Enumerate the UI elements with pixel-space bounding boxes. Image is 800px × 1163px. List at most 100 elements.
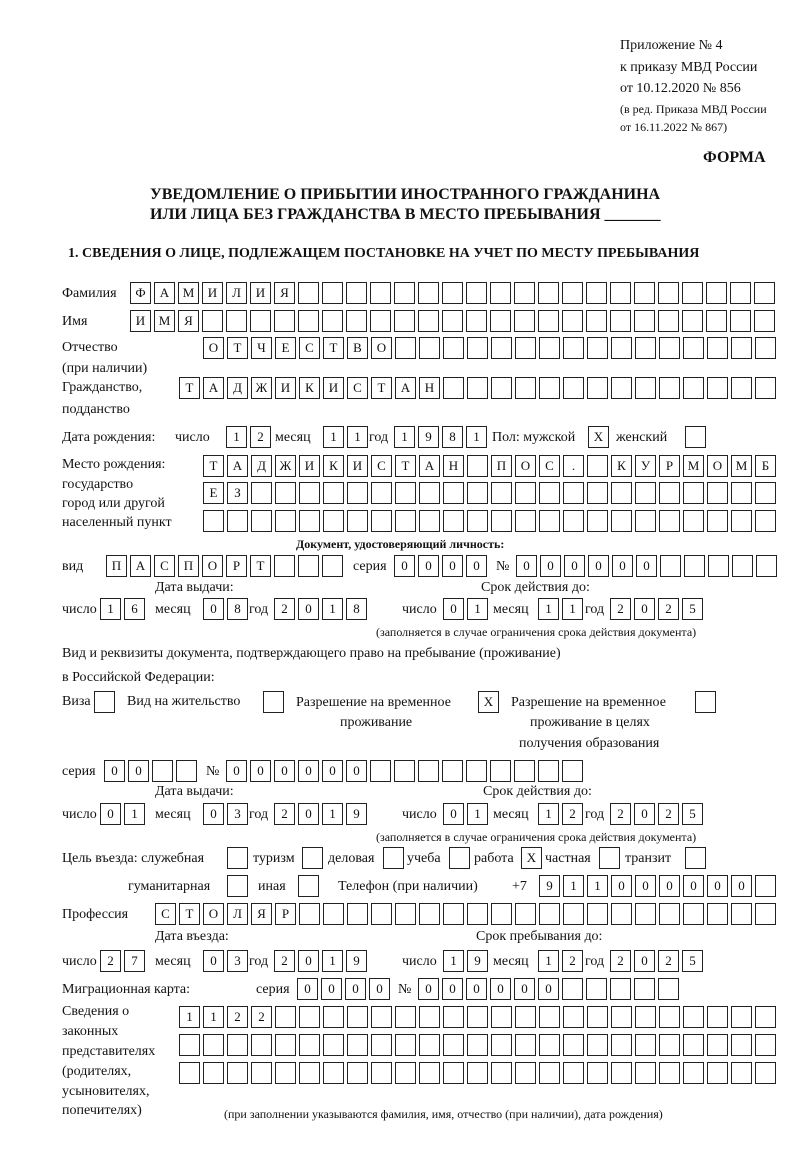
character-cell[interactable]	[539, 1006, 560, 1028]
character-cell[interactable]	[370, 310, 391, 332]
character-cell[interactable]	[419, 1062, 440, 1084]
character-cell[interactable]	[274, 555, 295, 577]
character-cell[interactable]	[515, 377, 536, 399]
character-cell[interactable]	[755, 1034, 776, 1056]
character-cell[interactable]	[274, 310, 295, 332]
character-cell[interactable]	[515, 1034, 536, 1056]
character-cell[interactable]: Ч	[251, 337, 272, 359]
character-cell[interactable]	[587, 337, 608, 359]
character-cell[interactable]: 0	[203, 803, 224, 825]
character-cell[interactable]: И	[250, 282, 271, 304]
character-cell[interactable]	[515, 1006, 536, 1028]
character-cell[interactable]	[683, 510, 704, 532]
character-cell[interactable]: 0	[636, 555, 657, 577]
character-cell[interactable]: К	[611, 455, 632, 477]
character-cell[interactable]	[443, 510, 464, 532]
character-cell[interactable]: 2	[610, 598, 631, 620]
character-cell[interactable]	[299, 510, 320, 532]
character-cell[interactable]	[682, 282, 703, 304]
character-cell[interactable]	[442, 310, 463, 332]
character-cell[interactable]	[491, 903, 512, 925]
character-cell[interactable]: 7	[124, 950, 145, 972]
character-cell[interactable]	[298, 282, 319, 304]
character-cell[interactable]	[587, 482, 608, 504]
character-cell[interactable]: 1	[538, 598, 559, 620]
character-cell[interactable]: П	[178, 555, 199, 577]
character-cell[interactable]	[395, 1062, 416, 1084]
character-cell[interactable]	[347, 903, 368, 925]
character-cell[interactable]	[515, 903, 536, 925]
character-cell[interactable]	[467, 377, 488, 399]
character-cell[interactable]: Н	[419, 377, 440, 399]
character-cell[interactable]	[443, 1062, 464, 1084]
character-cell[interactable]	[659, 482, 680, 504]
character-cell[interactable]: Л	[227, 903, 248, 925]
character-cell[interactable]	[707, 903, 728, 925]
character-cell[interactable]	[419, 482, 440, 504]
character-cell[interactable]: В	[347, 337, 368, 359]
character-cell[interactable]	[515, 337, 536, 359]
character-cell[interactable]: 0	[128, 760, 149, 782]
character-cell[interactable]	[635, 903, 656, 925]
character-cell[interactable]: П	[491, 455, 512, 477]
character-cell[interactable]	[563, 377, 584, 399]
character-cell[interactable]: Я	[274, 282, 295, 304]
character-cell[interactable]: 0	[634, 950, 655, 972]
character-cell[interactable]: Д	[227, 377, 248, 399]
character-cell[interactable]	[586, 310, 607, 332]
checkbox[interactable]: X	[478, 691, 499, 713]
character-cell[interactable]: 9	[467, 950, 488, 972]
character-cell[interactable]	[371, 1034, 392, 1056]
character-cell[interactable]	[299, 1034, 320, 1056]
character-cell[interactable]: 3	[227, 950, 248, 972]
character-cell[interactable]	[731, 377, 752, 399]
character-cell[interactable]: А	[395, 377, 416, 399]
character-cell[interactable]	[659, 377, 680, 399]
character-cell[interactable]: Р	[226, 555, 247, 577]
character-cell[interactable]	[562, 282, 583, 304]
character-cell[interactable]: 0	[226, 760, 247, 782]
character-cell[interactable]	[707, 482, 728, 504]
character-cell[interactable]	[755, 1006, 776, 1028]
character-cell[interactable]: К	[299, 377, 320, 399]
character-cell[interactable]	[467, 482, 488, 504]
character-cell[interactable]: 0	[611, 875, 632, 897]
character-cell[interactable]	[371, 1006, 392, 1028]
character-cell[interactable]	[466, 760, 487, 782]
character-cell[interactable]	[754, 282, 775, 304]
character-cell[interactable]	[395, 510, 416, 532]
character-cell[interactable]	[322, 282, 343, 304]
character-cell[interactable]: 0	[345, 978, 366, 1000]
character-cell[interactable]	[323, 1034, 344, 1056]
character-cell[interactable]	[659, 1034, 680, 1056]
character-cell[interactable]: 0	[538, 978, 559, 1000]
character-cell[interactable]: 1	[562, 598, 583, 620]
character-cell[interactable]	[539, 510, 560, 532]
character-cell[interactable]	[443, 1034, 464, 1056]
character-cell[interactable]	[610, 978, 631, 1000]
character-cell[interactable]: З	[227, 482, 248, 504]
character-cell[interactable]	[539, 903, 560, 925]
character-cell[interactable]	[563, 1034, 584, 1056]
character-cell[interactable]	[683, 377, 704, 399]
character-cell[interactable]	[298, 555, 319, 577]
character-cell[interactable]	[587, 903, 608, 925]
character-cell[interactable]: 0	[612, 555, 633, 577]
character-cell[interactable]: 2	[658, 950, 679, 972]
character-cell[interactable]	[634, 282, 655, 304]
character-cell[interactable]: 2	[274, 598, 295, 620]
character-cell[interactable]	[370, 760, 391, 782]
character-cell[interactable]: 0	[104, 760, 125, 782]
character-cell[interactable]: А	[154, 282, 175, 304]
character-cell[interactable]: 9	[346, 950, 367, 972]
character-cell[interactable]	[587, 455, 608, 477]
character-cell[interactable]	[490, 282, 511, 304]
character-cell[interactable]	[347, 1034, 368, 1056]
character-cell[interactable]	[442, 282, 463, 304]
character-cell[interactable]	[371, 903, 392, 925]
character-cell[interactable]: 0	[588, 555, 609, 577]
character-cell[interactable]: 9	[539, 875, 560, 897]
character-cell[interactable]: Т	[203, 455, 224, 477]
character-cell[interactable]	[563, 903, 584, 925]
character-cell[interactable]	[371, 482, 392, 504]
